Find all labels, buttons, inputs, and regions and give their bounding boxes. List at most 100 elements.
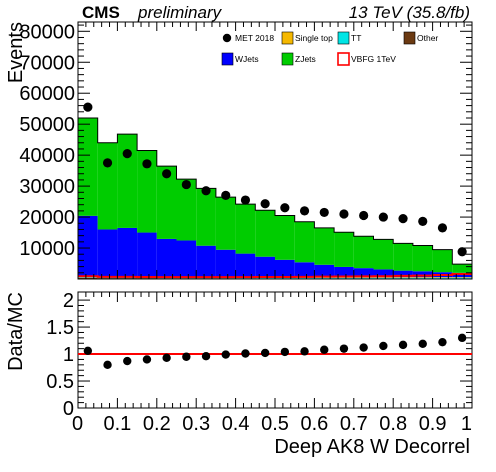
ratio-point [457, 333, 467, 343]
ratio-points [83, 333, 467, 370]
energy-lumi-label: 13 TeV (35.8/fb) [349, 3, 470, 22]
stack-bar [255, 277, 275, 279]
stack-bar [117, 227, 138, 277]
data-point [221, 190, 231, 200]
x-tick-label: 0.4 [222, 413, 250, 435]
ratio-point [103, 360, 112, 370]
y-tick-label: 10000 [19, 238, 75, 260]
stack-bar [452, 264, 472, 273]
stack-bar [235, 204, 256, 254]
stack-bar [97, 229, 118, 277]
stack-bar [255, 256, 275, 278]
stack-bar [156, 238, 177, 277]
stack-bar [235, 253, 256, 278]
stack-bar [117, 134, 138, 228]
preliminary-label: preliminary [137, 3, 223, 22]
x-tick-label: 0.3 [182, 413, 210, 435]
stack-bar [412, 271, 433, 278]
x-tick-label: 1 [461, 413, 472, 435]
data-point [122, 148, 132, 159]
data-point [359, 210, 369, 221]
stack-bar [137, 150, 157, 233]
ratio-point [142, 355, 152, 364]
data-points-met-2018 [83, 102, 467, 257]
x-tick-label: 0.5 [261, 413, 289, 435]
legend-swatch [337, 52, 350, 66]
stack-bar [137, 232, 157, 277]
legend-entry-tt: TT [337, 31, 361, 45]
legend-entry-met-2018: MET 2018 [222, 33, 274, 43]
legend-label: VBFG 1TeV [351, 54, 396, 64]
stack-bar [334, 232, 354, 267]
stack-bar [314, 227, 335, 265]
stack-bar [432, 249, 453, 273]
ratio-y-tick-label: 1.5 [46, 317, 74, 339]
x-tick-label: 0 [72, 413, 83, 435]
ratio-point [320, 345, 329, 354]
stack-bar [452, 277, 472, 278]
ratio-y-tick-label: 0.5 [46, 371, 74, 393]
ratio-point [260, 348, 270, 358]
ratio-point [201, 352, 211, 361]
legend-entry-zjets: ZJets [281, 52, 316, 66]
data-point [378, 212, 388, 222]
ratio-point [300, 347, 309, 356]
ratio-point [280, 347, 290, 357]
ratio-point [379, 341, 388, 351]
ratio-point [438, 337, 447, 347]
stack-bar [412, 245, 433, 272]
y-tick-label: 30000 [19, 176, 75, 198]
data-point [201, 186, 211, 196]
stack-bar [432, 277, 453, 279]
ratio-point [241, 349, 250, 358]
stack-bar [353, 268, 374, 278]
cms-label: CMS [82, 3, 120, 22]
data-point [319, 207, 329, 218]
x-tick-label: 0.7 [340, 413, 368, 435]
main-panel: 10000 20000 30000 40000 50000 60000 70000 80000… [19, 21, 473, 280]
ratio-point [398, 340, 408, 350]
y-tick-label: 50000 [19, 114, 75, 136]
stack-bar [176, 179, 197, 241]
data-point [299, 206, 310, 216]
stack-bar [294, 277, 315, 279]
ratio-point [418, 339, 427, 348]
stack-bar [373, 269, 394, 278]
y-tick-label: 80000 [19, 21, 75, 43]
data-point [260, 199, 270, 209]
legend-entry-single-top: Single top [281, 31, 333, 45]
y-tick-label: 60000 [19, 83, 75, 105]
stack-bar [412, 277, 433, 278]
stack-bar [78, 215, 98, 277]
data-point [83, 102, 93, 112]
stack-bar [294, 221, 315, 263]
legend-entry-vbfg-1tev: VBFG 1TeV [337, 52, 396, 66]
ratio-y-tick-label: 2 [63, 290, 74, 312]
x-tick-label: 0.6 [300, 413, 328, 435]
data-point [240, 195, 251, 205]
stack-total-outline [77, 117, 473, 279]
stack-bar [196, 245, 216, 277]
legend-swatch [281, 52, 294, 66]
stack-bar [412, 277, 433, 279]
data-point [437, 223, 448, 233]
stack-bar [215, 197, 236, 250]
data-point [398, 214, 408, 224]
ratio-point [83, 346, 93, 356]
y-tick-label: 40000 [19, 145, 75, 167]
stack-bar [275, 215, 295, 260]
ratio-y-tick-label: 0 [63, 398, 74, 420]
x-tick-label: 0.8 [379, 413, 407, 435]
stack-bar [334, 266, 354, 278]
ratio-point [359, 343, 368, 352]
x-axis-title: Deep AK8 W Decorrel [274, 436, 470, 458]
legend-label: WJets [235, 54, 259, 64]
stack-bar [334, 277, 354, 279]
legend-label: MET 2018 [235, 33, 274, 43]
legend-swatch [403, 31, 416, 45]
signal-line-vbfg-1tev [78, 273, 472, 279]
x-tick-label: 0.9 [419, 413, 447, 435]
stack-bar [97, 142, 118, 230]
stack-bar [176, 240, 197, 277]
